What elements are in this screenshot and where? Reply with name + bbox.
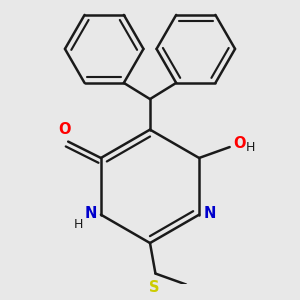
Text: S: S (149, 280, 160, 295)
Text: N: N (84, 206, 97, 221)
Text: H: H (73, 218, 83, 231)
Text: N: N (203, 206, 216, 221)
Text: O: O (233, 136, 245, 151)
Text: O: O (59, 122, 71, 137)
Text: H: H (246, 141, 255, 154)
